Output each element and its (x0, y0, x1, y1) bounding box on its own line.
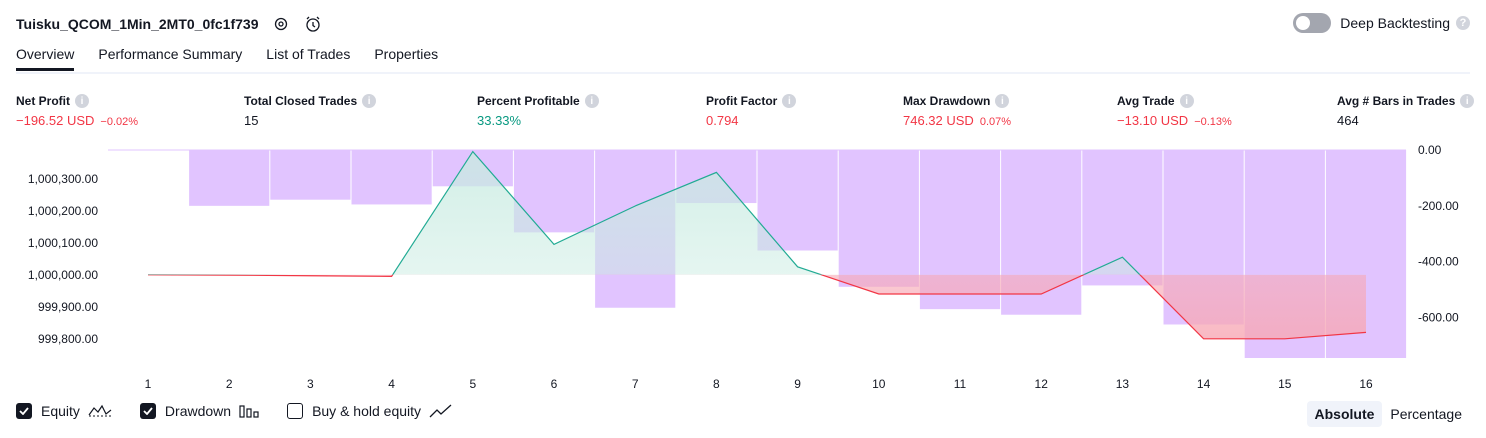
metric-percent: −0.02% (100, 116, 139, 128)
metric-percent: 0.07% (979, 116, 1012, 128)
right-axis-tick-label: -400.00 (1418, 255, 1459, 269)
left-axis-tick-label: 999,800.00 (38, 332, 98, 346)
drawdown-bar (757, 150, 838, 251)
info-icon[interactable]: i (362, 94, 377, 108)
info-icon[interactable]: i (75, 94, 89, 108)
drawdown-bar (351, 150, 432, 205)
info-icon[interactable]: i (584, 94, 599, 108)
chart-legend: Equity Drawdown Buy & hold equity (16, 403, 481, 419)
metric-label: Profit Factor (706, 94, 778, 108)
strategy-title: Tuisku_QCOM_1Min_2MT0_0fc1f739 (16, 16, 259, 32)
tab-divider (16, 72, 1470, 74)
help-icon[interactable]: ? (1456, 16, 1470, 30)
legend-label: Buy & hold equity (312, 403, 422, 419)
equity-line-below (147, 274, 1367, 340)
x-axis-tick-label: 9 (794, 377, 801, 391)
gear-icon[interactable] (271, 14, 291, 34)
tab-performance-summary[interactable]: Performance Summary (98, 46, 243, 62)
left-axis-tick-label: 1,000,100.00 (28, 236, 98, 250)
x-axis-tick-label: 14 (1197, 377, 1211, 391)
x-axis-tick-label: 3 (307, 377, 314, 391)
left-axis-tick-label: 1,000,000.00 (28, 268, 98, 282)
info-icon[interactable]: i (1179, 94, 1194, 108)
equity-chart[interactable]: 1,000,300.00 1,000,200.00 1,000,100.00 1,00… (0, 140, 1486, 395)
right-axis-tick-label: 0.00 (1418, 143, 1442, 157)
metric-value: 464 (1337, 113, 1359, 128)
right-axis-tick-label: -200.00 (1418, 199, 1459, 213)
deep-backtesting: Deep Backtesting ? (1293, 13, 1470, 33)
x-axis-tick-label: 15 (1278, 377, 1292, 391)
legend-drawdown[interactable]: Drawdown (139, 403, 259, 419)
deep-backtesting-label: Deep Backtesting (1340, 15, 1450, 31)
tab-properties[interactable]: Properties (374, 46, 439, 62)
legend-buy-hold-equity[interactable]: Buy & hold equity (287, 403, 453, 419)
metric-label: Max Drawdown (903, 94, 991, 108)
checkbox-unchecked[interactable] (287, 403, 304, 419)
metric-label: Avg # Bars in Trades (1337, 94, 1456, 108)
metric-avg-bars: Avg # Bars in Trades i 464 (1337, 94, 1475, 128)
x-axis-tick-label: 10 (872, 377, 886, 391)
x-axis-tick-label: 1 (145, 377, 152, 391)
toggle-knob (1296, 16, 1311, 30)
metric-value: 746.32 USD (903, 113, 974, 128)
x-axis-tick-label: 7 (632, 377, 639, 391)
metric-total-closed-trades: Total Closed Trades i 15 (244, 94, 377, 128)
deep-backtesting-toggle[interactable] (1293, 13, 1332, 33)
metric-label: Total Closed Trades (244, 94, 358, 108)
metric-percent-profitable: Percent Profitable i 33.33% (477, 94, 599, 128)
left-axis-tick-label: 999,900.00 (38, 300, 98, 314)
metric-label: Percent Profitable (477, 94, 580, 108)
mode-percentage[interactable]: Percentage (1390, 406, 1462, 422)
metric-label: Net Profit (16, 94, 70, 108)
drawdown-bar (838, 150, 919, 287)
drawdown-bar (189, 150, 270, 206)
scale-mode-switch: Absolute Percentage (1306, 401, 1471, 427)
checkbox-checked[interactable] (16, 403, 32, 419)
equity-line-icon (88, 404, 112, 418)
info-icon[interactable]: i (1460, 94, 1475, 108)
legend-equity[interactable]: Equity (16, 403, 112, 419)
tab-bar: Overview Performance Summary List of Tra… (16, 46, 462, 71)
equity-fill-above (148, 151, 1366, 275)
x-axis-tick-label: 16 (1359, 377, 1373, 391)
info-icon[interactable]: i (995, 94, 1010, 108)
alarm-clock-icon[interactable] (303, 14, 323, 34)
x-axis-tick-label: 12 (1035, 377, 1049, 391)
metric-value: 33.33% (477, 113, 522, 128)
metric-value: −13.10 USD (1117, 113, 1189, 128)
metric-percent: −0.13% (1194, 116, 1232, 128)
metric-label: Avg Trade (1117, 94, 1175, 108)
strategy-header: Tuisku_QCOM_1Min_2MT0_0fc1f739 (16, 11, 323, 37)
metric-max-drawdown: Max Drawdown i 746.32 USD 0.07% (903, 94, 1011, 128)
x-axis-tick-label: 8 (713, 377, 720, 391)
x-axis-tick-label: 6 (551, 377, 558, 391)
tab-overview[interactable]: Overview (16, 46, 75, 71)
drawdown-bar (270, 150, 351, 200)
left-axis-tick-label: 1,000,200.00 (28, 204, 98, 218)
tab-list-of-trades[interactable]: List of Trades (266, 46, 351, 62)
equity-line-above (147, 150, 1141, 275)
mode-absolute[interactable]: Absolute (1306, 401, 1383, 427)
metric-profit-factor: Profit Factor i 0.794 (706, 94, 797, 128)
left-axis-tick-label: 1,000,300.00 (28, 172, 98, 186)
x-axis-tick-label: 13 (1116, 377, 1130, 391)
checkbox-checked[interactable] (139, 403, 156, 419)
legend-label: Equity (41, 403, 80, 419)
x-axis-tick-label: 5 (469, 377, 476, 391)
right-axis-tick-label: -600.00 (1418, 311, 1459, 325)
metric-net-profit: Net Profit i −196.52 USD −0.02% (16, 94, 138, 128)
x-axis-tick-label: 11 (954, 377, 967, 391)
metric-value: −196.52 USD (16, 113, 95, 128)
x-axis-tick-label: 4 (388, 377, 395, 391)
legend-label: Drawdown (164, 403, 232, 419)
info-icon[interactable]: i (782, 94, 797, 108)
metric-value: 0.794 (706, 113, 739, 128)
metric-avg-trade: Avg Trade i −13.10 USD −0.13% (1117, 94, 1232, 128)
equity-fill-below (148, 274, 1366, 339)
trend-line-icon (429, 404, 453, 418)
x-axis-tick-label: 2 (226, 377, 233, 391)
metric-value: 15 (244, 113, 259, 128)
bar-chart-icon (239, 404, 259, 418)
